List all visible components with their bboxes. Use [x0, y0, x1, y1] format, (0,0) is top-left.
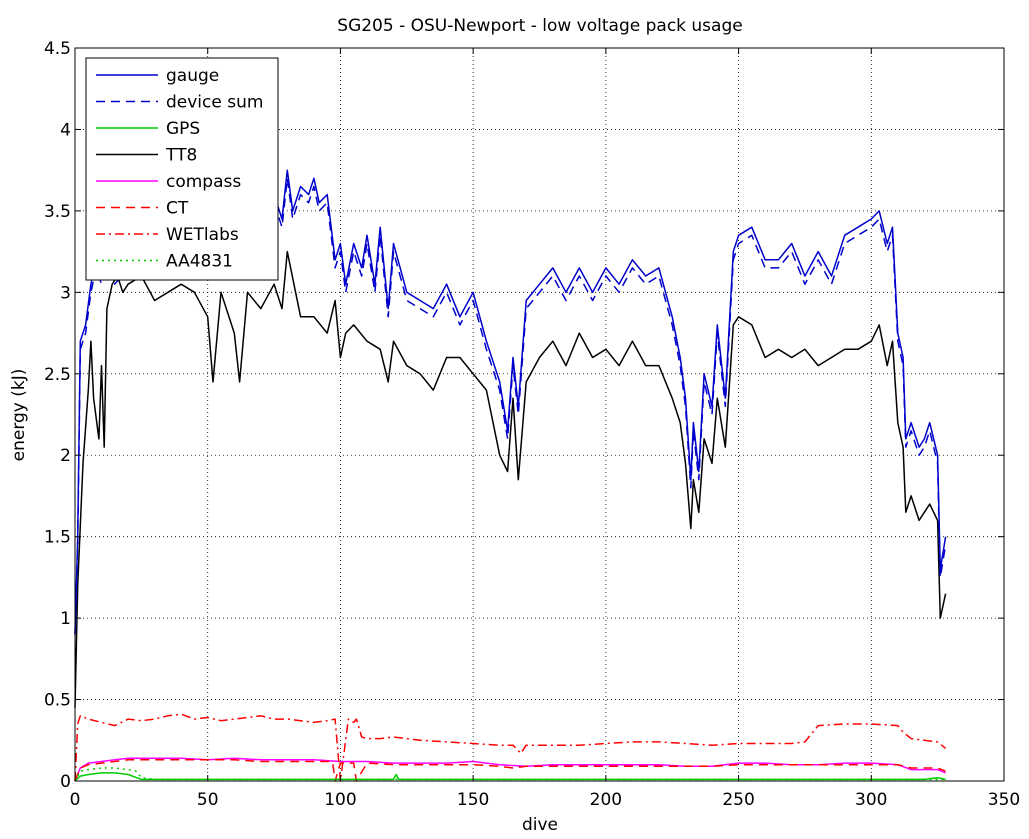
legend-label: device sum: [166, 93, 263, 113]
y-tick-label: 3: [60, 283, 71, 303]
series-line-wetlabs: [74, 713, 947, 782]
chart-title: SG205 - OSU-Newport - low voltage pack u…: [337, 16, 742, 36]
x-tick-label: 350: [988, 790, 1020, 810]
x-tick-label: 200: [590, 790, 622, 810]
legend: gauge device sum GPS TT8 compass CT WETlabs AA4…: [85, 57, 279, 281]
y-tick-label: 2: [60, 446, 71, 466]
y-tick-label: 4: [60, 120, 71, 140]
y-tick-label: 2.5: [44, 365, 71, 385]
x-tick-label: 50: [197, 790, 219, 810]
legend-label: compass: [166, 172, 241, 192]
series-line-ct: [74, 759, 946, 782]
series-line-tt8: [74, 250, 947, 708]
legend-label: gauge: [166, 66, 219, 86]
series-line-compass: [74, 757, 946, 782]
y-tick-label: 1.5: [44, 528, 71, 548]
x-tick-label: 100: [324, 790, 356, 810]
y-tick-label: 0: [60, 772, 71, 792]
legend-label: TT8: [165, 146, 197, 166]
x-tick-label: 250: [722, 790, 754, 810]
x-tick-label: 300: [855, 790, 887, 810]
y-tick-label: 1: [60, 609, 71, 629]
y-tick-label: 3.5: [44, 202, 71, 222]
legend-box: [85, 57, 279, 281]
y-tick-label: 0.5: [44, 691, 71, 711]
y-axis-label: energy (kJ): [9, 369, 29, 462]
series-line-aa4831: [74, 767, 946, 782]
x-axis-label: dive: [522, 815, 558, 835]
legend-label: GPS: [166, 119, 200, 139]
legend-label: AA4831: [166, 252, 233, 272]
y-tick-label: 4.5: [44, 39, 71, 59]
plot-frame: [74, 47, 1005, 782]
legend-label: CT: [166, 199, 189, 219]
legend-label: WETlabs: [166, 225, 239, 245]
x-tick-label: 150: [457, 790, 489, 810]
axis-ticks: 0 50 100 150 200 250 300 350 0 0.5 1 1.5 2 2.5 3 3.5 4 4.…: [44, 39, 1020, 810]
x-tick-label: 0: [70, 790, 81, 810]
